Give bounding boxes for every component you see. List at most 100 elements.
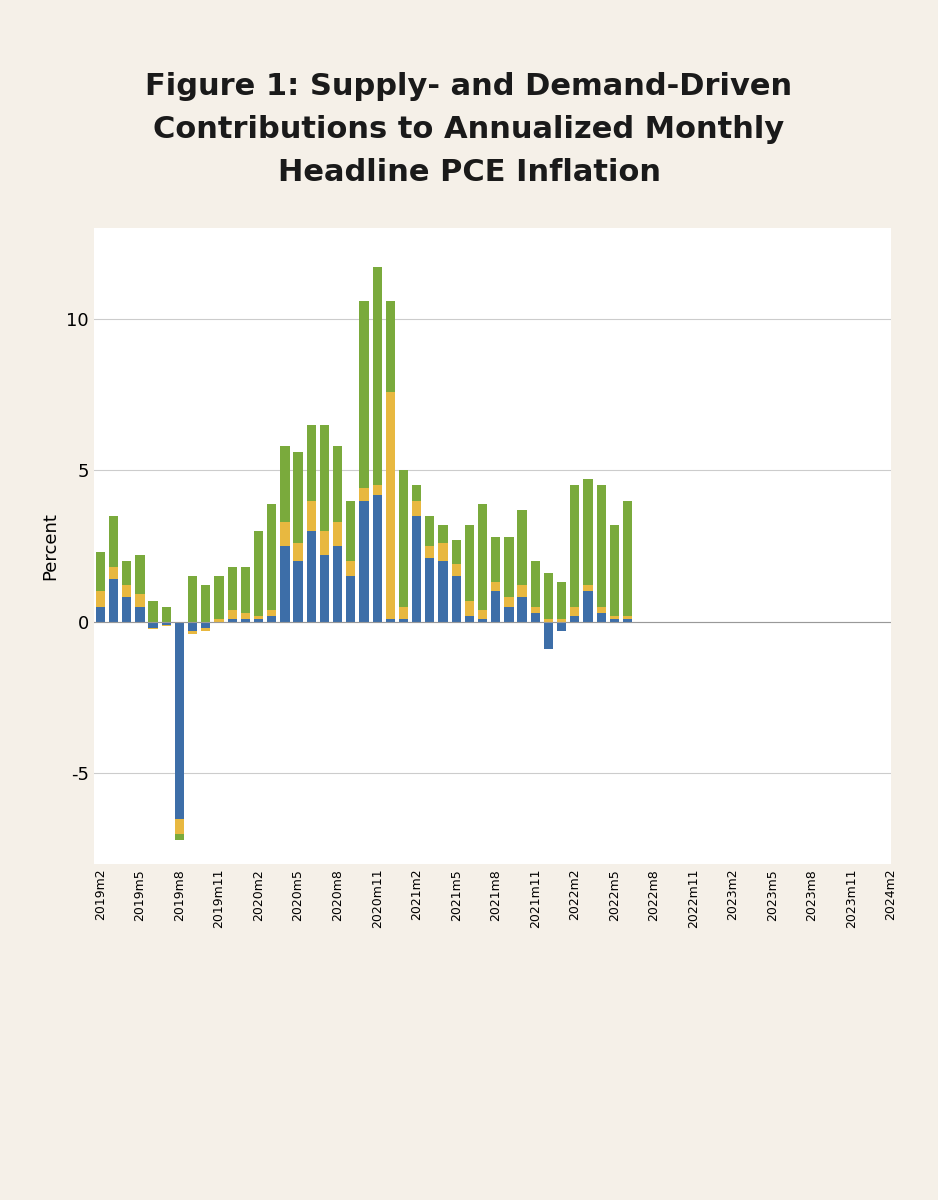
Bar	[531, 562, 540, 606]
Bar	[518, 598, 527, 622]
Bar	[425, 546, 434, 558]
Bar	[148, 628, 158, 629]
Bar	[96, 592, 105, 606]
Bar	[557, 622, 567, 631]
Bar	[307, 530, 316, 622]
Bar	[610, 524, 619, 616]
Bar	[610, 619, 619, 622]
Bar	[148, 600, 158, 622]
Bar	[478, 504, 487, 610]
Bar	[254, 619, 264, 622]
Bar	[597, 486, 606, 606]
Bar	[570, 606, 580, 616]
Bar	[478, 610, 487, 619]
Bar	[228, 568, 236, 610]
Bar	[241, 619, 250, 622]
Bar	[451, 540, 461, 564]
Bar	[544, 622, 553, 649]
Bar	[425, 558, 434, 622]
Bar	[267, 504, 277, 610]
Bar	[372, 268, 382, 486]
Bar	[359, 301, 369, 488]
Bar	[583, 592, 593, 622]
Bar	[531, 606, 540, 613]
Bar	[583, 586, 593, 592]
Bar	[161, 622, 171, 625]
Bar	[518, 510, 527, 586]
Bar	[202, 586, 210, 622]
Bar	[122, 598, 131, 622]
Bar	[492, 592, 500, 622]
Bar	[122, 586, 131, 598]
Bar	[412, 500, 421, 516]
Bar	[148, 622, 158, 628]
Bar	[333, 522, 342, 546]
Bar	[505, 598, 513, 606]
Bar	[109, 568, 118, 580]
Bar	[241, 613, 250, 619]
Bar	[174, 622, 184, 818]
Bar	[399, 470, 408, 606]
Bar	[320, 425, 329, 530]
Bar	[188, 622, 197, 631]
Bar	[359, 500, 369, 622]
Bar	[544, 574, 553, 619]
Bar	[280, 546, 290, 622]
Bar	[188, 576, 197, 622]
Bar	[280, 446, 290, 522]
Bar	[492, 536, 500, 582]
Bar	[174, 834, 184, 840]
Bar	[109, 516, 118, 568]
Bar	[215, 619, 223, 622]
Bar	[412, 516, 421, 622]
Bar	[122, 562, 131, 586]
Bar	[623, 619, 632, 622]
Bar	[346, 562, 356, 576]
Bar	[438, 524, 447, 542]
Bar	[399, 606, 408, 619]
Bar	[570, 486, 580, 606]
Bar	[464, 600, 474, 616]
Bar	[188, 631, 197, 634]
Bar	[96, 606, 105, 622]
Bar	[346, 500, 356, 562]
Bar	[280, 522, 290, 546]
Bar	[307, 425, 316, 500]
Bar	[267, 616, 277, 622]
Bar	[478, 619, 487, 622]
Bar	[135, 556, 144, 594]
Bar	[386, 619, 395, 622]
Bar	[333, 446, 342, 522]
Bar	[386, 301, 395, 391]
Bar	[294, 452, 303, 542]
Bar	[438, 562, 447, 622]
Bar	[320, 556, 329, 622]
Bar	[202, 628, 210, 631]
Bar	[610, 616, 619, 619]
Bar	[294, 562, 303, 622]
Bar	[307, 500, 316, 530]
Bar	[438, 542, 447, 562]
Bar	[346, 576, 356, 622]
Bar	[425, 516, 434, 546]
Bar	[623, 500, 632, 616]
Bar	[386, 391, 395, 619]
Bar	[202, 622, 210, 628]
Bar	[570, 616, 580, 622]
Bar	[109, 580, 118, 622]
Bar	[399, 619, 408, 622]
Bar	[623, 616, 632, 619]
Bar	[161, 606, 171, 622]
Bar	[228, 619, 236, 622]
Bar	[492, 582, 500, 592]
Bar	[294, 542, 303, 562]
Bar	[464, 524, 474, 600]
Bar	[518, 586, 527, 598]
Bar	[161, 625, 171, 626]
Bar	[359, 488, 369, 500]
Text: Figure 1: Supply- and Demand-Driven
Contributions to Annualized Monthly
Headline: Figure 1: Supply- and Demand-Driven Cont…	[145, 72, 793, 186]
Bar	[228, 610, 236, 619]
Bar	[372, 486, 382, 494]
Y-axis label: Percent: Percent	[41, 512, 59, 580]
Bar	[241, 568, 250, 613]
